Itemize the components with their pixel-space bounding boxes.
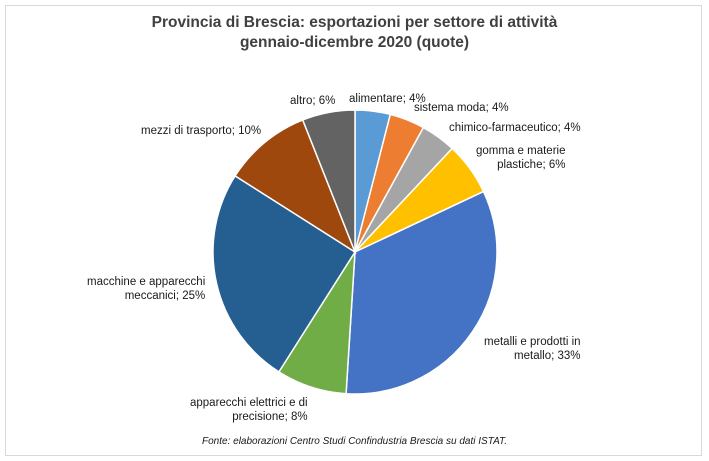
chart-frame <box>5 5 702 456</box>
pie-slice-metalli-prodotti-metallo <box>345 190 498 395</box>
pie-slice-mezzi-di-trasporto <box>234 118 357 254</box>
source-note: Fonte: elaborazioni Centro Studi Confind… <box>202 436 507 447</box>
pie-slice-altro <box>301 109 356 253</box>
slice-label-altro: altro; 6% <box>290 95 336 107</box>
slice-label-apparecchi-elettrici-precisione: apparecchi elettrici e di precisione; 8% <box>190 397 308 423</box>
slice-label-sistema-moda: sistema moda; 4% <box>414 102 509 114</box>
slice-label-mezzi-di-trasporto: mezzi di trasporto; 10% <box>141 125 262 137</box>
chart-title: Provincia di Brescia: esportazioni per s… <box>151 14 558 31</box>
slice-label-chimico-farmaceutico: chimico-farmaceutico; 4% <box>449 122 581 134</box>
chart-title-block: Provincia di Brescia: esportazioni per s… <box>0 13 709 53</box>
pie-slice-macchine-apparecchi-meccanici <box>212 174 357 373</box>
chart-subtitle: gennaio-dicembre 2020 (quote) <box>239 34 470 51</box>
slice-label-metalli-prodotti-metallo: metalli e prodotti in metallo; 33% <box>484 336 581 362</box>
slice-label-gomma-materie-plastiche: gomma e materie plastiche; 6% <box>476 145 566 171</box>
slice-label-macchine-apparecchi-meccanici: macchine e apparecchi meccanici; 25% <box>87 276 206 302</box>
slice-label-alimentare: alimentare; 4% <box>349 93 426 105</box>
